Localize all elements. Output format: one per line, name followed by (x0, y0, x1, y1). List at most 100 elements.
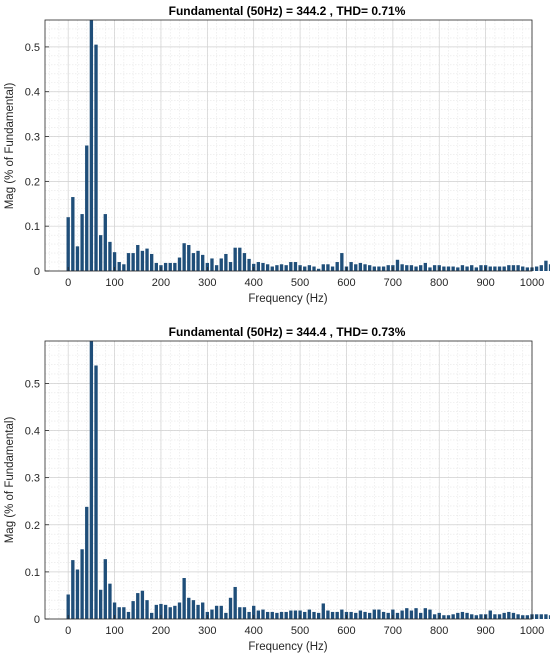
x-tick-label: 900 (476, 625, 494, 637)
bar (219, 258, 223, 271)
bar (544, 614, 548, 619)
y-tick-labels: 0 0.1 0.2 0.3 0.4 0.5 (25, 378, 49, 626)
bar (372, 609, 376, 619)
bar (502, 266, 506, 271)
bar (256, 610, 261, 619)
bar (326, 610, 330, 619)
bar (112, 252, 117, 271)
bar (451, 266, 455, 271)
x-tick-label: 100 (105, 277, 123, 289)
bar (224, 253, 228, 271)
bars (66, 341, 550, 619)
bar (275, 265, 279, 271)
y-tick-label: 0.3 (25, 473, 40, 485)
x-tick-label: 400 (245, 625, 263, 637)
x-tick-label: 500 (291, 277, 309, 289)
bar (381, 266, 386, 271)
bar (210, 609, 214, 619)
bar (75, 246, 80, 271)
y-tick-label: 0.4 (25, 87, 40, 99)
bar (465, 266, 469, 271)
bar (103, 214, 107, 271)
bar (409, 265, 414, 271)
bar (312, 266, 316, 271)
bar (219, 605, 223, 619)
x-tick-labels: 0 100 200 300 400 500 600 700 800 900 1000 (65, 267, 544, 289)
bar (534, 266, 539, 271)
bar (377, 609, 381, 619)
bar (150, 612, 154, 619)
x-tick-labels: 0 100 200 300 400 500 600 700 800 900 1000 (65, 615, 544, 637)
x-tick-label: 200 (152, 277, 170, 289)
bar (145, 600, 149, 619)
bar (497, 266, 502, 271)
bar (354, 612, 358, 619)
bar (270, 266, 274, 271)
bar (214, 605, 219, 619)
bar (117, 262, 121, 271)
x-tick-label: 700 (384, 277, 402, 289)
bar (201, 254, 205, 271)
bar (140, 590, 145, 619)
bar (103, 559, 107, 619)
bar (349, 611, 353, 619)
bar (303, 611, 307, 619)
y-tick-label: 0.1 (25, 567, 40, 579)
bar (358, 262, 363, 271)
bar (108, 241, 112, 271)
bar (298, 610, 302, 619)
bar (284, 611, 288, 619)
y-tick-labels: 0 0.1 0.2 0.3 0.4 0.5 (25, 42, 49, 278)
bar (89, 20, 94, 271)
bar (460, 265, 465, 271)
x-tick-label: 700 (384, 625, 402, 637)
bar (163, 604, 168, 619)
bar (419, 612, 423, 619)
bar (228, 597, 233, 619)
bar (187, 245, 191, 271)
bar (85, 145, 89, 271)
bar (293, 262, 298, 271)
x-tick-label: 400 (245, 277, 263, 289)
x-tick-label: 300 (198, 277, 216, 289)
bar (474, 267, 479, 271)
y-tick-label: 0.5 (25, 378, 40, 390)
bar (66, 594, 70, 619)
bar (340, 253, 344, 271)
bar (395, 259, 400, 271)
axes-frame (44, 340, 533, 620)
bar (493, 266, 497, 271)
bar (307, 609, 312, 619)
bar (442, 266, 446, 271)
bar (279, 611, 284, 619)
bar (316, 268, 321, 271)
bar (386, 265, 390, 271)
bar (400, 610, 404, 619)
bar (168, 607, 172, 619)
bar (381, 611, 386, 619)
axes-frame (44, 19, 533, 272)
bar (479, 614, 483, 619)
bar (548, 264, 550, 271)
bar (187, 597, 191, 619)
bar (242, 607, 247, 619)
chart-title: Fundamental (50Hz) = 344.4 , THD= 0.73% (169, 325, 406, 339)
bar (488, 266, 492, 271)
bar (80, 549, 84, 619)
bar (544, 260, 548, 271)
x-axis-label: Frequency (Hz) (248, 641, 327, 653)
bar (474, 615, 479, 619)
bar (534, 614, 539, 619)
bar (470, 265, 474, 271)
bar (265, 611, 270, 619)
bar (340, 609, 344, 619)
bar (372, 266, 376, 271)
bar (363, 264, 367, 271)
bar (363, 611, 367, 619)
bar (525, 267, 530, 271)
bar (136, 593, 140, 619)
bar (358, 610, 363, 619)
bar (261, 609, 265, 619)
bar (126, 611, 131, 619)
